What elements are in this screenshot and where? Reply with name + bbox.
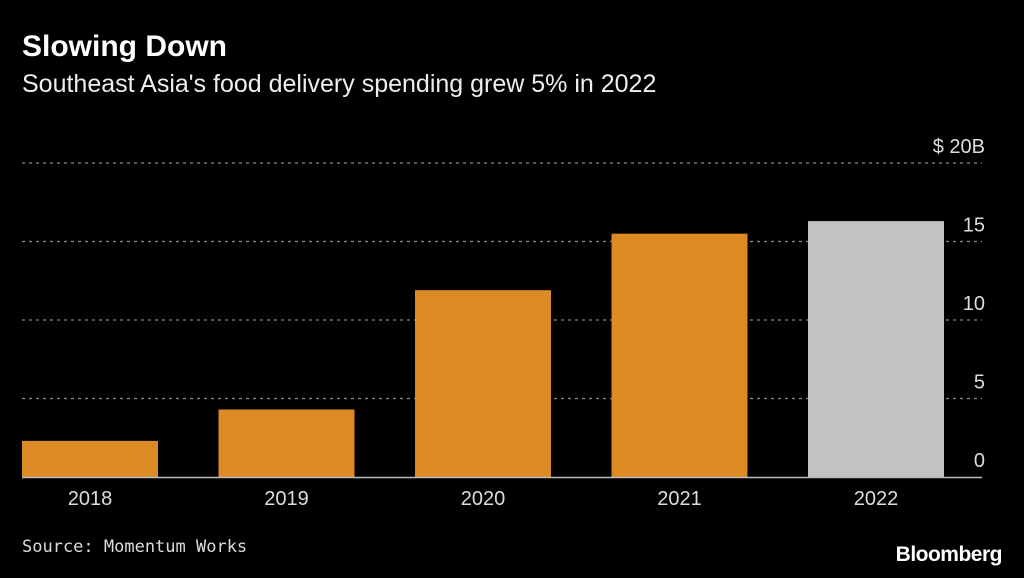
bar-2020: [415, 290, 551, 477]
x-tick-label: 2018: [68, 488, 113, 510]
x-tick-label: 2021: [657, 488, 702, 510]
source-note: Source: Momentum Works: [22, 537, 248, 557]
x-tick-label: 2022: [854, 488, 899, 510]
x-tick-label: 2020: [461, 488, 506, 510]
y-tick-label: 10: [963, 293, 985, 315]
bar-2022: [808, 221, 944, 477]
chart-subtitle: Southeast Asia's food delivery spending …: [22, 70, 657, 98]
chart-title: Slowing Down: [22, 30, 227, 63]
y-tick-label: $ 20B: [933, 136, 985, 158]
y-tick-label: 15: [963, 215, 985, 237]
bar-2018: [22, 440, 158, 477]
x-tick-label: 2019: [264, 488, 309, 510]
y-tick-label: 5: [974, 372, 985, 394]
bloomberg-logo: Bloomberg: [895, 543, 1003, 566]
bar-2019: [218, 409, 355, 477]
y-tick-label: 0: [974, 450, 985, 472]
bar-2021: [611, 233, 748, 477]
